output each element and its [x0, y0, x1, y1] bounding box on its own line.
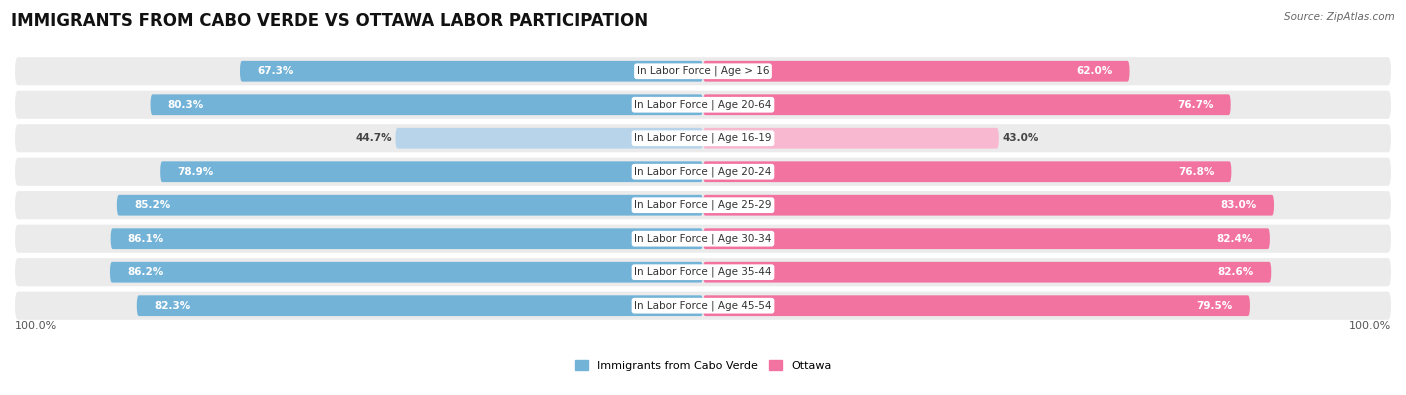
Text: 82.4%: 82.4%: [1216, 234, 1253, 244]
FancyBboxPatch shape: [240, 61, 703, 82]
FancyBboxPatch shape: [111, 228, 703, 249]
FancyBboxPatch shape: [136, 295, 703, 316]
Text: In Labor Force | Age 16-19: In Labor Force | Age 16-19: [634, 133, 772, 143]
Text: In Labor Force | Age 45-54: In Labor Force | Age 45-54: [634, 301, 772, 311]
FancyBboxPatch shape: [703, 161, 1232, 182]
FancyBboxPatch shape: [15, 57, 1391, 85]
FancyBboxPatch shape: [15, 158, 1391, 186]
Text: 80.3%: 80.3%: [167, 100, 204, 110]
Text: 86.2%: 86.2%: [127, 267, 163, 277]
FancyBboxPatch shape: [15, 258, 1391, 286]
FancyBboxPatch shape: [15, 292, 1391, 320]
FancyBboxPatch shape: [150, 94, 703, 115]
FancyBboxPatch shape: [703, 262, 1271, 282]
FancyBboxPatch shape: [110, 262, 703, 282]
Text: IMMIGRANTS FROM CABO VERDE VS OTTAWA LABOR PARTICIPATION: IMMIGRANTS FROM CABO VERDE VS OTTAWA LAB…: [11, 12, 648, 30]
Text: In Labor Force | Age 20-64: In Labor Force | Age 20-64: [634, 100, 772, 110]
Text: In Labor Force | Age 25-29: In Labor Force | Age 25-29: [634, 200, 772, 211]
Text: 78.9%: 78.9%: [177, 167, 214, 177]
FancyBboxPatch shape: [395, 128, 703, 149]
Text: 43.0%: 43.0%: [1002, 133, 1039, 143]
FancyBboxPatch shape: [703, 128, 998, 149]
Text: 100.0%: 100.0%: [15, 321, 58, 331]
Text: 100.0%: 100.0%: [1348, 321, 1391, 331]
FancyBboxPatch shape: [15, 91, 1391, 119]
FancyBboxPatch shape: [160, 161, 703, 182]
Text: 83.0%: 83.0%: [1220, 200, 1257, 210]
Text: 82.3%: 82.3%: [155, 301, 190, 311]
Text: In Labor Force | Age > 16: In Labor Force | Age > 16: [637, 66, 769, 77]
Text: Source: ZipAtlas.com: Source: ZipAtlas.com: [1284, 12, 1395, 22]
Text: 67.3%: 67.3%: [257, 66, 294, 76]
FancyBboxPatch shape: [703, 195, 1274, 216]
Text: 76.7%: 76.7%: [1177, 100, 1213, 110]
FancyBboxPatch shape: [15, 124, 1391, 152]
Text: 62.0%: 62.0%: [1076, 66, 1112, 76]
Text: 76.8%: 76.8%: [1178, 167, 1215, 177]
FancyBboxPatch shape: [117, 195, 703, 216]
FancyBboxPatch shape: [703, 295, 1250, 316]
Text: 82.6%: 82.6%: [1218, 267, 1254, 277]
Text: In Labor Force | Age 30-34: In Labor Force | Age 30-34: [634, 233, 772, 244]
Text: 86.1%: 86.1%: [128, 234, 165, 244]
Text: In Labor Force | Age 35-44: In Labor Force | Age 35-44: [634, 267, 772, 277]
Legend: Immigrants from Cabo Verde, Ottawa: Immigrants from Cabo Verde, Ottawa: [571, 356, 835, 375]
Text: 44.7%: 44.7%: [356, 133, 392, 143]
Text: In Labor Force | Age 20-24: In Labor Force | Age 20-24: [634, 166, 772, 177]
FancyBboxPatch shape: [703, 94, 1230, 115]
FancyBboxPatch shape: [15, 225, 1391, 253]
FancyBboxPatch shape: [703, 61, 1129, 82]
Text: 79.5%: 79.5%: [1197, 301, 1233, 311]
FancyBboxPatch shape: [15, 191, 1391, 219]
FancyBboxPatch shape: [703, 228, 1270, 249]
Text: 85.2%: 85.2%: [134, 200, 170, 210]
